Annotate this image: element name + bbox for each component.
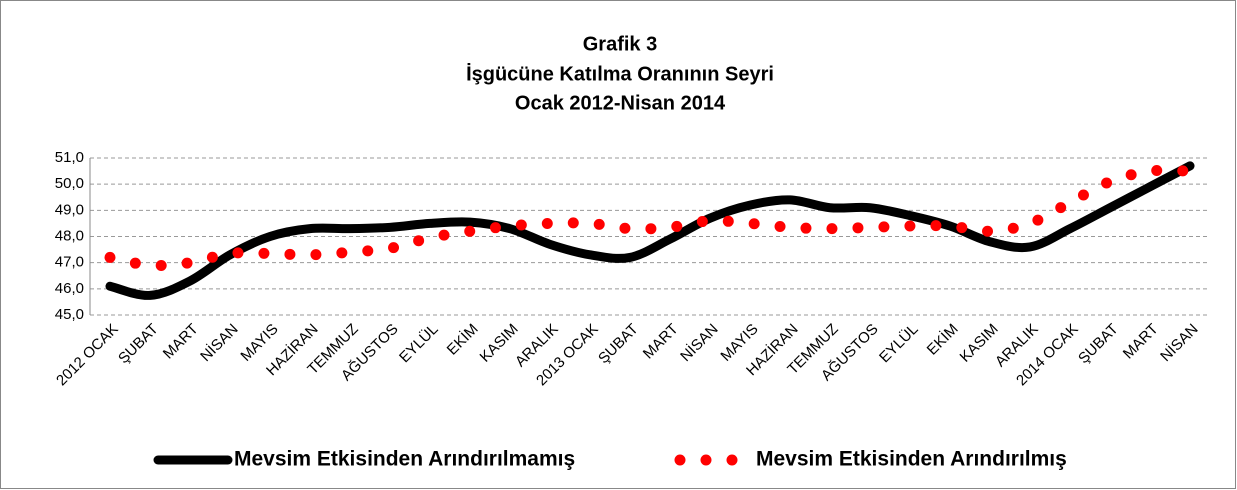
y-tick-label: 45,0	[55, 306, 84, 323]
chart-title: Ocak 2012-Nisan 2014	[515, 92, 726, 114]
y-tick-label: 46,0	[55, 280, 84, 297]
chart-title: Grafik 3	[583, 33, 657, 55]
legend-label: Mevsim Etkisinden Arındırılmış	[756, 448, 1067, 471]
data-line	[105, 161, 1195, 300]
chart-title: İşgücüne Katılma Oranının Seyri	[466, 62, 774, 85]
y-tick-label: 50,0	[55, 175, 84, 192]
y-tick-label: 48,0	[55, 227, 84, 244]
y-tick-label: 51,0	[55, 149, 84, 166]
data-line	[104, 164, 1196, 272]
y-tick-label: 47,0	[55, 254, 84, 271]
legend-label: Mevsim Etkisinden Arındırılmamış	[234, 448, 575, 471]
y-tick-label: 49,0	[55, 201, 84, 218]
